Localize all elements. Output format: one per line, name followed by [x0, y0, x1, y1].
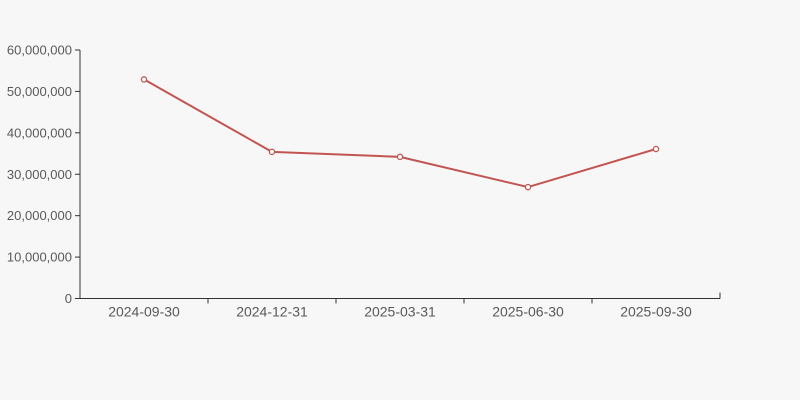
x-axis-label: 2025-09-30: [620, 304, 692, 320]
data-point-marker[interactable]: [652, 145, 660, 153]
y-axis-label: 30,000,000: [7, 167, 72, 182]
data-point-marker[interactable]: [396, 153, 404, 161]
x-axis-label: 2024-12-31: [236, 304, 308, 320]
x-axis-label: 2025-03-31: [364, 304, 436, 320]
y-axis-label: 10,000,000: [7, 250, 72, 265]
y-axis-label: 60,000,000: [7, 43, 72, 58]
y-axis-label: 40,000,000: [7, 125, 72, 140]
y-axis-label: 20,000,000: [7, 208, 72, 223]
data-point-marker[interactable]: [140, 76, 148, 83]
data-point-marker[interactable]: [268, 148, 276, 156]
data-point-marker[interactable]: [524, 183, 532, 191]
y-axis-label: 50,000,000: [7, 84, 72, 99]
y-axis-label: 0: [65, 291, 72, 306]
series-line: [143, 78, 657, 189]
x-axis-label: 2025-06-30: [492, 304, 564, 320]
x-axis-label: 2024-09-30: [108, 304, 180, 320]
